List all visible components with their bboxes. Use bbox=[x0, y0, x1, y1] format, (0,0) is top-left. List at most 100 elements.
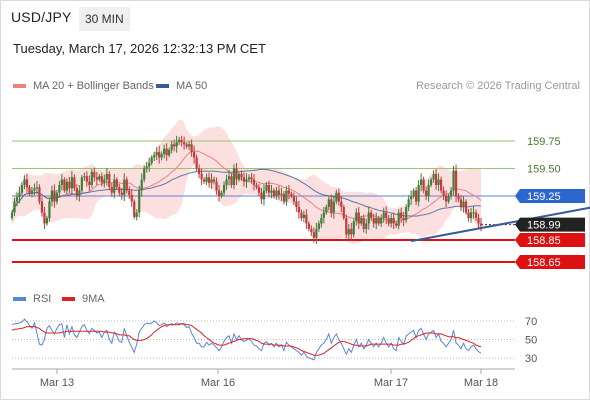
candle bbox=[377, 215, 380, 226]
candle-body bbox=[217, 190, 221, 196]
candle bbox=[400, 207, 403, 223]
candle bbox=[133, 199, 136, 220]
trendline bbox=[410, 206, 590, 243]
candle-body bbox=[35, 187, 39, 189]
candle-body bbox=[315, 229, 318, 238]
candle-body bbox=[15, 197, 19, 202]
candle bbox=[23, 175, 26, 190]
candle-body bbox=[410, 196, 413, 200]
candle-body bbox=[93, 171, 96, 178]
candle-body bbox=[432, 174, 435, 180]
candle bbox=[135, 208, 138, 221]
level-label-158.85: 158.85 bbox=[515, 233, 585, 247]
candle-body bbox=[270, 190, 273, 193]
rsi-tick-label: 30 bbox=[525, 353, 537, 365]
candle-body bbox=[370, 212, 373, 218]
candle bbox=[20, 182, 24, 196]
candle bbox=[425, 186, 428, 201]
candle-body bbox=[25, 179, 29, 188]
candle-body bbox=[158, 152, 161, 158]
candle bbox=[422, 176, 425, 194]
candle-body bbox=[70, 177, 73, 189]
candle bbox=[205, 173, 208, 186]
candle-body bbox=[48, 201, 51, 218]
candle-body bbox=[437, 179, 440, 185]
candle bbox=[188, 140, 191, 151]
candle-body bbox=[43, 212, 46, 224]
candle-body bbox=[20, 185, 24, 193]
symbol-title: USD/JPY bbox=[11, 9, 72, 25]
candle bbox=[28, 185, 31, 196]
rsi-tick-label: 70 bbox=[525, 316, 537, 328]
candle-body bbox=[302, 214, 305, 218]
candle-body bbox=[237, 174, 241, 180]
candle-body bbox=[250, 177, 253, 180]
candle bbox=[462, 196, 465, 213]
candle bbox=[78, 185, 81, 202]
level-label-bg bbox=[515, 255, 585, 269]
candle-body bbox=[300, 212, 303, 218]
candle bbox=[215, 177, 218, 195]
candle bbox=[100, 172, 103, 187]
rsi-ma-line bbox=[11, 323, 482, 356]
candle-body bbox=[78, 190, 81, 196]
candle bbox=[345, 214, 348, 239]
candle bbox=[160, 151, 163, 161]
level-label-text: 158.85 bbox=[527, 235, 561, 247]
candle bbox=[472, 206, 475, 219]
candle bbox=[317, 220, 320, 232]
candle-body bbox=[402, 218, 405, 221]
candle bbox=[395, 221, 398, 228]
candle bbox=[237, 171, 241, 182]
overlay-layer bbox=[410, 206, 590, 243]
candle-body bbox=[425, 190, 428, 196]
candle bbox=[148, 157, 151, 172]
candle-body bbox=[123, 179, 126, 195]
candle bbox=[70, 171, 73, 195]
candle bbox=[198, 164, 201, 179]
candle bbox=[35, 181, 39, 195]
timeframe-badge[interactable]: 30 MIN bbox=[79, 7, 130, 31]
candle-body bbox=[382, 212, 385, 218]
candle-body bbox=[297, 207, 300, 213]
candle-body bbox=[245, 179, 248, 182]
candle bbox=[367, 206, 370, 230]
level-label-text: 158.99 bbox=[527, 220, 561, 232]
candle-body bbox=[227, 176, 231, 180]
candle-body bbox=[367, 212, 370, 224]
candle bbox=[185, 142, 188, 149]
candle bbox=[387, 215, 390, 227]
candle bbox=[467, 208, 470, 222]
candle-body bbox=[178, 139, 181, 143]
candle-body bbox=[459, 199, 463, 207]
candle bbox=[232, 164, 236, 190]
candle-body bbox=[439, 179, 443, 191]
level-labels-layer: 159.75 159.50 159.25 158.99 158.85 158.65 bbox=[515, 136, 585, 269]
candle bbox=[103, 174, 106, 188]
candle-body bbox=[212, 179, 216, 182]
candle bbox=[382, 207, 385, 223]
candle-body bbox=[434, 174, 438, 185]
level-label-bg bbox=[515, 233, 585, 247]
candle-body bbox=[173, 144, 176, 147]
copyright-label: Research © 2026 Trading Central bbox=[415, 80, 580, 92]
level-label-158.65: 158.65 bbox=[515, 255, 585, 269]
candle bbox=[193, 145, 196, 164]
candle bbox=[332, 195, 335, 219]
candle-body bbox=[140, 179, 143, 191]
candle bbox=[230, 173, 233, 188]
candle bbox=[267, 180, 271, 197]
candle-body bbox=[105, 174, 108, 180]
candle bbox=[118, 183, 121, 197]
candle bbox=[10, 210, 14, 221]
level-label-text: 159.25 bbox=[527, 191, 561, 203]
candle bbox=[178, 137, 181, 145]
candle-body bbox=[332, 201, 335, 213]
candle-body bbox=[168, 149, 171, 156]
candle-body bbox=[73, 177, 76, 189]
candle-body bbox=[163, 148, 166, 155]
candle bbox=[83, 172, 86, 181]
candle bbox=[275, 186, 278, 200]
candle-body bbox=[88, 181, 91, 185]
candle bbox=[469, 207, 473, 223]
